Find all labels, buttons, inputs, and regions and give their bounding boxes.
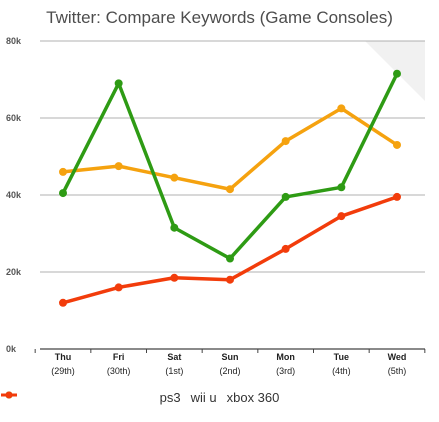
x-axis: Thu (29th) Fri (30th) Sat (1st) Sun (2nd) Mon (3r…	[34, 349, 426, 376]
gridlines	[40, 40, 425, 350]
data-point	[337, 104, 346, 113]
legend-label: ps3	[159, 390, 181, 405]
data-point	[281, 192, 290, 201]
chart-title: Twitter: Compare Keywords (Game Consoles…	[46, 8, 393, 27]
x-tick-sublabel: (3rd)	[276, 366, 295, 376]
legend-item[interactable]: wii u	[1, 390, 217, 405]
x-tick-label: Sat	[167, 352, 181, 362]
x-tick-sublabel: (1st)	[165, 366, 183, 376]
data-point	[59, 167, 67, 176]
data-point	[393, 69, 401, 78]
legend-item[interactable]: ps3	[1, 390, 181, 405]
y-tick-label: 0k	[6, 344, 17, 354]
data-point	[337, 183, 346, 192]
data-point	[114, 162, 123, 171]
data-point	[281, 137, 290, 146]
data-point	[59, 189, 67, 198]
x-tick-label: Fri	[113, 352, 125, 362]
data-point	[59, 298, 67, 307]
y-axis: 0k 20k 40k 60k 80k	[6, 36, 22, 354]
data-point	[226, 185, 234, 194]
data-point	[393, 192, 401, 201]
series-wii-u	[59, 69, 401, 263]
y-tick-label: 40k	[6, 190, 22, 200]
x-tick-sublabel: (5th)	[388, 366, 407, 376]
x-tick-label: Wed	[388, 352, 407, 362]
x-tick-label: Thu	[55, 352, 72, 362]
x-tick-sublabel: (4th)	[332, 366, 351, 376]
data-point	[226, 254, 234, 263]
data-point	[170, 273, 179, 282]
data-point	[170, 223, 179, 232]
legend-swatch	[1, 391, 17, 399]
legend-label: xbox 360	[226, 390, 280, 405]
y-tick-label: 20k	[6, 267, 22, 277]
legend: ps3 wii u xbox 360	[0, 390, 439, 405]
data-point	[281, 244, 290, 253]
x-tick-label: Sun	[222, 352, 239, 362]
series-xbox-360	[59, 192, 401, 307]
data-point	[393, 140, 401, 149]
y-tick-label: 60k	[6, 113, 22, 123]
data-point	[114, 283, 123, 292]
legend-label: wii u	[190, 390, 217, 405]
y-tick-label: 80k	[6, 36, 22, 46]
data-point	[337, 212, 346, 221]
series-lines	[59, 69, 401, 307]
x-tick-sublabel: (30th)	[107, 366, 131, 376]
legend-item[interactable]: xbox 360	[1, 390, 280, 405]
x-tick-label: Mon	[276, 352, 295, 362]
x-tick-sublabel: (29th)	[51, 366, 75, 376]
series-line	[61, 195, 399, 305]
data-point	[226, 275, 234, 284]
series-ps3	[59, 104, 401, 194]
x-tick-label: Tue	[334, 352, 349, 362]
data-point	[114, 79, 123, 88]
x-tick-sublabel: (2nd)	[219, 366, 240, 376]
data-point	[170, 173, 179, 182]
